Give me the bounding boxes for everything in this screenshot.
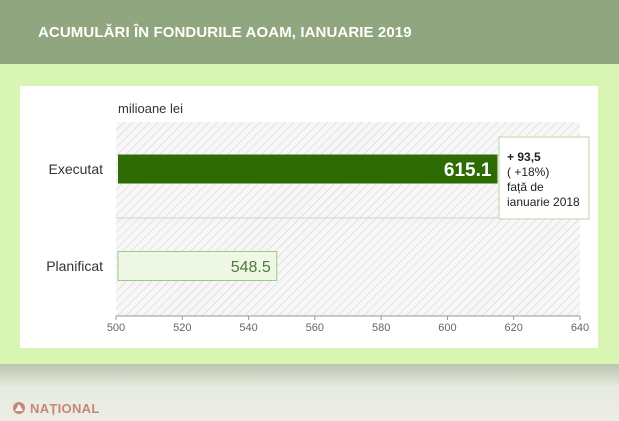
- bar-value-label: 548.5: [231, 259, 271, 276]
- x-tick-label: 500: [107, 322, 125, 334]
- annotation-line: ianuarie 2018: [507, 195, 580, 209]
- bar-value-label: 615.1: [444, 160, 492, 181]
- x-tick-label: 580: [372, 322, 390, 334]
- category-label: Planificat: [46, 258, 103, 274]
- unit-label: milioane lei: [118, 101, 183, 116]
- annotation-line: față de: [507, 180, 544, 194]
- x-tick-label: 540: [239, 322, 257, 334]
- logo-emblem-icon: [13, 402, 25, 414]
- annotation-box: [498, 136, 590, 220]
- x-tick-label: 600: [438, 322, 456, 334]
- header-banner: ACUMULĂRI ÎN FONDURILE AOAM, IANUARIE 20…: [0, 0, 619, 64]
- category-label: Executat: [49, 161, 104, 177]
- bar-planificat: [117, 251, 278, 281]
- bar-executat: [118, 154, 498, 184]
- annotation-line: + 93,5: [507, 150, 541, 164]
- bars-group: Executat 615.1 Planificat 548.5: [46, 154, 498, 281]
- chart-title: ACUMULĂRI ÎN FONDURILE AOAM, IANUARIE 20…: [38, 24, 412, 41]
- x-axis-ticks: 500 520 540 560 580 600 620 640: [107, 316, 589, 334]
- annotation-line: ( +18%): [507, 165, 549, 179]
- x-tick-label: 520: [173, 322, 191, 334]
- footer-band: [0, 364, 619, 421]
- x-tick-label: 640: [571, 322, 589, 334]
- brand-logo: NAȚIONAL: [12, 398, 100, 418]
- x-tick-label: 620: [505, 322, 523, 334]
- x-tick-label: 560: [306, 322, 324, 334]
- brand-logo-text: NAȚIONAL: [30, 400, 100, 416]
